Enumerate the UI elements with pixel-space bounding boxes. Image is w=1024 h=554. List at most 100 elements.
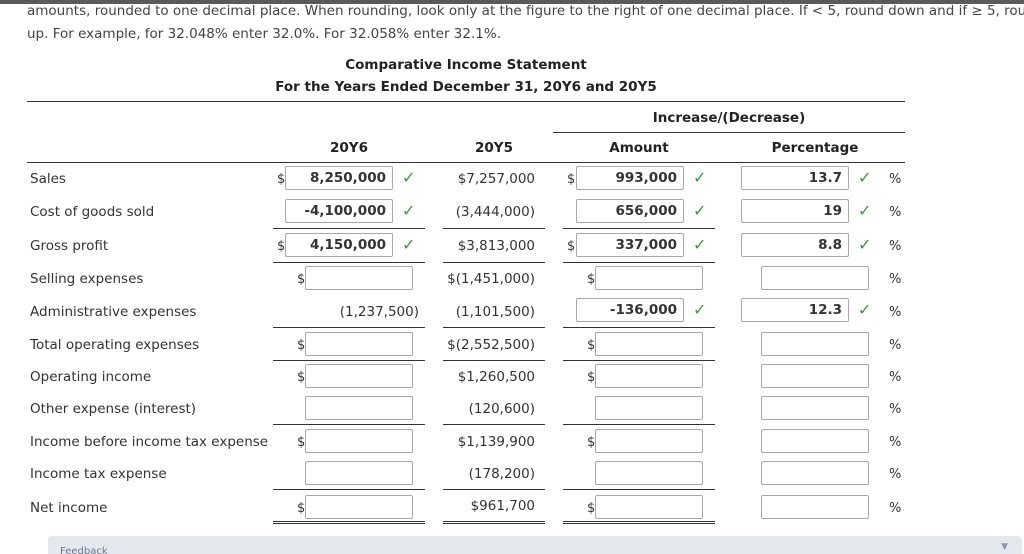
row-label-income-before-tax: Income before income tax expense bbox=[30, 434, 269, 450]
gross-profit-20y6-input[interactable] bbox=[285, 233, 393, 257]
dollar-sign: $ bbox=[567, 239, 576, 254]
cogs-percentage-input[interactable] bbox=[741, 199, 849, 223]
row-label-other-expense: Other expense (interest) bbox=[30, 401, 197, 417]
income-tax-amount-input[interactable] bbox=[595, 461, 703, 485]
col-header-20y6: 20Y6 bbox=[330, 140, 368, 156]
percent-sign: % bbox=[889, 370, 902, 385]
subtotal-rule bbox=[443, 327, 545, 328]
gross-profit-amount-input[interactable] bbox=[576, 233, 684, 257]
statement-title: Comparative Income Statement bbox=[345, 57, 587, 73]
row-label-gross-profit: Gross profit bbox=[30, 238, 109, 254]
admin-expenses-percentage-input[interactable] bbox=[741, 298, 849, 322]
gross-profit-percentage-input[interactable] bbox=[741, 233, 849, 257]
statement-subtitle: For the Years Ended December 31, 20Y6 an… bbox=[275, 79, 657, 95]
admin-expenses-20y5-value: (1,101,500) bbox=[455, 304, 535, 320]
check-icon: ✓ bbox=[858, 300, 872, 319]
operating-income-20y6-input[interactable] bbox=[305, 364, 413, 388]
total-operating-expenses-20y6-input[interactable] bbox=[305, 332, 413, 356]
cogs-20y5-value: (3,444,000) bbox=[455, 204, 535, 220]
dollar-sign: $ bbox=[587, 435, 596, 450]
dollar-sign: $ bbox=[297, 370, 306, 385]
operating-income-amount-input[interactable] bbox=[595, 364, 703, 388]
other-expense-percentage-input[interactable] bbox=[761, 396, 869, 420]
subtotal-rule bbox=[273, 360, 425, 361]
subtotal-rule bbox=[563, 228, 715, 229]
subtotal-rule bbox=[563, 327, 715, 328]
income-tax-20y6-input[interactable] bbox=[305, 461, 413, 485]
percent-sign: % bbox=[889, 467, 902, 482]
percent-sign: % bbox=[889, 305, 902, 320]
income-before-tax-20y6-input[interactable] bbox=[305, 429, 413, 453]
col-header-amount: Amount bbox=[609, 140, 669, 156]
other-expense-amount-input[interactable] bbox=[595, 396, 703, 420]
dollar-sign: $ bbox=[587, 501, 596, 516]
col-header-20y5: 20Y5 bbox=[475, 140, 513, 156]
instructions-line-1: amounts, rounded to one decimal place. W… bbox=[27, 3, 1024, 19]
cogs-amount-input[interactable] bbox=[576, 199, 684, 223]
col-header-percentage: Percentage bbox=[771, 140, 859, 156]
instructions-line-2: up. For example, for 32.048% enter 32.0%… bbox=[27, 26, 501, 42]
selling-expenses-percentage-input[interactable] bbox=[761, 266, 869, 290]
check-icon: ✓ bbox=[858, 201, 872, 220]
percent-sign: % bbox=[889, 435, 902, 450]
dollar-sign: $ bbox=[297, 272, 306, 287]
admin-expenses-20y6-value: (1,237,500) bbox=[339, 304, 419, 320]
admin-expenses-amount-input[interactable] bbox=[576, 298, 684, 322]
total-double-rule bbox=[563, 521, 715, 524]
total-double-rule bbox=[273, 521, 425, 524]
subtotal-rule bbox=[443, 424, 545, 425]
net-income-20y6-input[interactable] bbox=[305, 495, 413, 519]
dollar-sign: $ bbox=[587, 370, 596, 385]
total-operating-expenses-20y5-value: $(2,552,500) bbox=[447, 337, 535, 353]
percent-sign: % bbox=[889, 172, 902, 187]
selling-expenses-amount-input[interactable] bbox=[595, 266, 703, 290]
group-header-rule bbox=[553, 132, 905, 133]
other-expense-20y6-input[interactable] bbox=[305, 396, 413, 420]
row-label-operating-income: Operating income bbox=[30, 369, 152, 385]
income-tax-percentage-input[interactable] bbox=[761, 461, 869, 485]
income-before-tax-20y5-value: $1,139,900 bbox=[457, 434, 535, 450]
increase-decrease-header: Increase/(Decrease) bbox=[652, 110, 806, 126]
check-icon: ✓ bbox=[693, 300, 707, 319]
operating-income-20y5-value: $1,260,500 bbox=[457, 369, 535, 385]
income-before-tax-percentage-input[interactable] bbox=[761, 429, 869, 453]
net-income-amount-input[interactable] bbox=[595, 495, 703, 519]
expand-arrow-icon[interactable]: ▼ bbox=[1001, 542, 1008, 552]
dollar-sign: $ bbox=[587, 272, 596, 287]
percent-sign: % bbox=[889, 402, 902, 417]
selling-expenses-20y5-value: $(1,451,000) bbox=[447, 271, 535, 287]
check-icon: ✓ bbox=[402, 235, 416, 254]
check-icon: ✓ bbox=[693, 168, 707, 187]
total-operating-expenses-amount-input[interactable] bbox=[595, 332, 703, 356]
subtotal-rule bbox=[563, 262, 715, 263]
sales-amount-input[interactable] bbox=[576, 166, 684, 190]
subtotal-rule bbox=[273, 424, 425, 425]
net-income-percentage-input[interactable] bbox=[761, 495, 869, 519]
percent-sign: % bbox=[889, 239, 902, 254]
net-income-20y5-value: $961,700 bbox=[470, 498, 535, 514]
row-label-administrative-expenses: Administrative expenses bbox=[30, 304, 197, 320]
check-icon: ✓ bbox=[858, 168, 872, 187]
dollar-sign: $ bbox=[297, 338, 306, 353]
subtotal-rule bbox=[443, 228, 545, 229]
subtotal-rule bbox=[273, 262, 425, 263]
title-rule bbox=[27, 101, 905, 102]
sales-20y5-value: $7,257,000 bbox=[457, 171, 535, 187]
row-label-income-tax-expense: Income tax expense bbox=[30, 466, 167, 482]
selling-expenses-20y6-input[interactable] bbox=[305, 266, 413, 290]
dollar-sign: $ bbox=[297, 435, 306, 450]
sales-20y6-input[interactable] bbox=[285, 166, 393, 190]
check-icon: ✓ bbox=[693, 235, 707, 254]
percent-sign: % bbox=[889, 272, 902, 287]
sales-percentage-input[interactable] bbox=[741, 166, 849, 190]
feedback-panel[interactable]: Feedback ▼ bbox=[48, 536, 1022, 554]
row-label-net-income: Net income bbox=[30, 500, 108, 516]
header-rule bbox=[27, 162, 905, 163]
income-before-tax-amount-input[interactable] bbox=[595, 429, 703, 453]
cogs-20y6-input[interactable] bbox=[285, 199, 393, 223]
subtotal-rule bbox=[273, 489, 425, 490]
feedback-label: Feedback bbox=[60, 546, 108, 554]
operating-income-percentage-input[interactable] bbox=[761, 364, 869, 388]
top-border bbox=[0, 0, 1024, 4]
total-operating-expenses-percentage-input[interactable] bbox=[761, 332, 869, 356]
